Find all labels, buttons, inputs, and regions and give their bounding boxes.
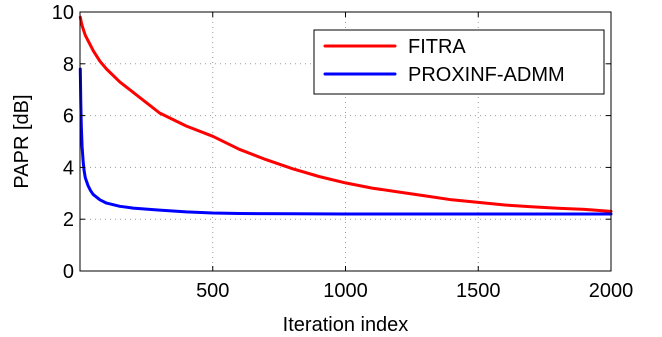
legend-label-fitra: FITRA	[408, 36, 466, 58]
legend-box	[313, 29, 605, 95]
x-tick-label: 2000	[589, 280, 634, 302]
x-axis-title: Iteration index	[283, 314, 409, 336]
series-layer	[78, 15, 613, 216]
y-axis-title: PAPR [dB]	[11, 94, 33, 188]
x-tick-label: 500	[196, 280, 229, 302]
y-tick-label: 2	[63, 209, 74, 231]
series-line-proxinf-admm	[78, 67, 613, 216]
series-line-fitra	[78, 15, 613, 213]
y-tick-label: 10	[52, 2, 74, 24]
y-tick-label: 6	[63, 106, 74, 128]
x-tick-label: 1500	[456, 280, 501, 302]
tick-layer: 500 1000 1500 2000 0 2 4 6 8 10	[52, 2, 634, 302]
y-tick-label: 0	[63, 261, 74, 283]
x-tick-label: 1000	[323, 280, 368, 302]
legend: FITRA PROXINF-ADMM	[313, 29, 605, 95]
y-tick-label: 8	[63, 54, 74, 76]
y-tick-label: 4	[63, 157, 74, 179]
legend-label-proxinf-admm: PROXINF-ADMM	[408, 64, 565, 86]
